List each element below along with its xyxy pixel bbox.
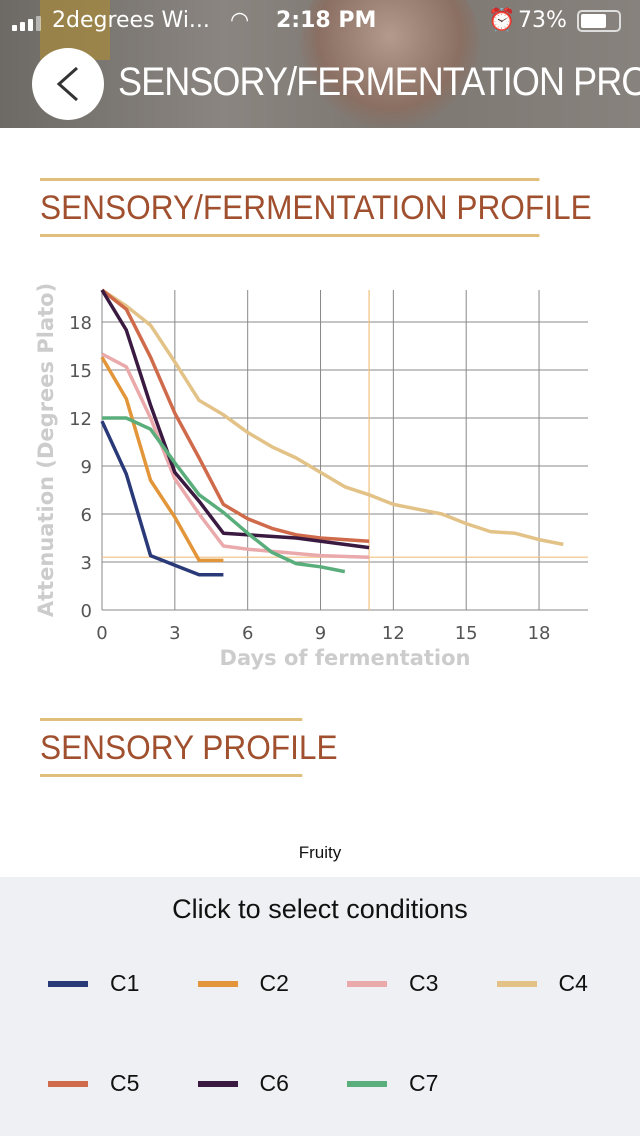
x-tick-label: 9 — [315, 623, 326, 644]
legend-label: C5 — [110, 1070, 140, 1096]
panel-title: Click to select conditions — [172, 894, 468, 924]
x-tick-label: 0 — [96, 623, 107, 644]
legend-item-c5[interactable]: C5 — [48, 1070, 139, 1097]
page-title: SENSORY/FERMENTATION PROFILE — [118, 60, 640, 104]
clock: 2:18 PM — [276, 8, 377, 33]
signal-icon — [12, 16, 41, 31]
legend-label: C7 — [409, 1070, 439, 1096]
y-tick-label: 18 — [69, 313, 92, 334]
alarm-icon: ⏰ — [488, 8, 516, 33]
legend-swatch — [197, 980, 238, 987]
back-button[interactable] — [32, 48, 104, 120]
x-tick-label: 18 — [528, 623, 551, 644]
legend-swatch — [48, 1080, 88, 1087]
series-line-c4 — [101, 288, 564, 547]
y-tick-label: 12 — [69, 409, 92, 430]
series-line-c3 — [101, 352, 370, 559]
legend-item-c3[interactable]: C3 — [347, 970, 438, 997]
legend-label: C3 — [409, 970, 439, 996]
y-tick-label: 15 — [69, 361, 92, 382]
battery-icon — [577, 10, 621, 32]
x-axis-title: Days of fermentation — [220, 646, 471, 670]
legend-swatch — [496, 980, 537, 987]
legend-label: C1 — [110, 970, 140, 996]
x-tick-label: 6 — [242, 623, 253, 644]
x-tick-label: 15 — [455, 623, 478, 644]
chevron-left-icon — [56, 66, 78, 102]
y-tick-label: 6 — [81, 505, 92, 526]
header-banner: 2degrees Wi... ◠ 2:18 PM ⏰ 73% SENSORY/F… — [0, 0, 640, 128]
y-tick-label: 0 — [81, 601, 92, 622]
x-tick-label: 12 — [382, 623, 405, 644]
legend-item-c2[interactable]: C2 — [197, 970, 289, 997]
series-line-c7 — [102, 416, 346, 574]
radar-axis-label: Fruity — [298, 843, 342, 862]
legend-label: C4 — [558, 970, 588, 996]
series-line-c2 — [100, 356, 224, 563]
wifi-icon: ◠ — [230, 8, 250, 33]
fermentation-chart: 0 3 6 9 12 15 18 0 3 6 9 12 15 18 Days of fermentation… — [34, 283, 588, 670]
carrier: 2degrees Wi... — [52, 8, 210, 33]
x-tick-label: 3 — [169, 623, 180, 644]
series-line-c1 — [100, 420, 224, 577]
legend-swatch — [48, 980, 88, 987]
background-photo-person — [300, 0, 480, 128]
section-title-fermentation: SENSORY/FERMENTATION PROFILE — [40, 178, 592, 237]
legend-swatch — [347, 980, 387, 987]
legend-item-c1[interactable]: C1 — [48, 970, 139, 997]
legend-label: C6 — [259, 1070, 289, 1096]
y-axis-title: Attenuation (Degrees Plato) — [34, 283, 58, 617]
legend-swatch — [197, 1080, 238, 1087]
battery-percent: 73% — [518, 8, 567, 33]
y-tick-label: 3 — [81, 553, 92, 574]
series-line-c6 — [100, 289, 370, 550]
y-tick-label: 9 — [81, 457, 92, 478]
legend-item-c6[interactable]: C6 — [197, 1070, 289, 1097]
legend-swatch — [347, 1080, 387, 1087]
legend-item-c7[interactable]: C7 — [347, 1070, 438, 1097]
legend-item-c4[interactable]: C4 — [496, 970, 588, 997]
legend-label: C2 — [259, 970, 289, 996]
conditions-panel: Click to select conditions C1 C2 C3 C4 C5 C6 C… — [0, 877, 640, 1136]
status-bar: 2degrees Wi... ◠ 2:18 PM ⏰ 73% — [0, 0, 640, 40]
series-line-c5 — [100, 288, 370, 543]
section-title-sensory: SENSORY PROFILE — [40, 718, 338, 777]
